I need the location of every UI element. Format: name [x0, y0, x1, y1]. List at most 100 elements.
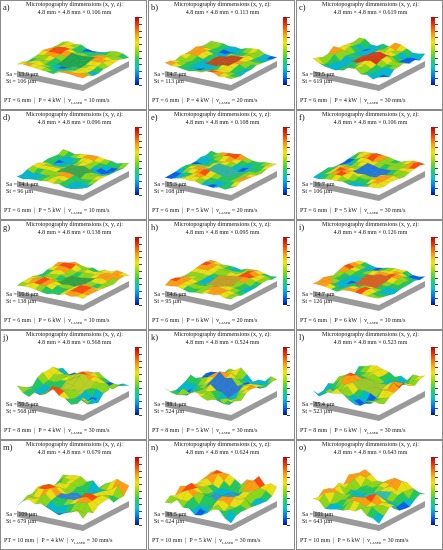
color-scale-ticks [139, 457, 145, 525]
st-value: St = 523 µm [302, 409, 333, 415]
pt-value: PT = 10 mm [300, 538, 331, 544]
power-value: P = 6 kW [186, 318, 209, 324]
panel-title: Microtopography dimmensions (x, y, z): 4… [311, 2, 430, 17]
color-scale-bar [431, 347, 435, 415]
speed-symbol: v [71, 538, 75, 544]
sa-value: Sa = 15.3 µm [154, 182, 187, 188]
sa-value: Sa = 88.1 µm [154, 402, 187, 408]
st-value: St = 108 µm [154, 189, 185, 195]
speed-subscript: LASER [71, 211, 83, 216]
speed-subscript: LASER [71, 321, 83, 326]
title-line-2: 4.8 mm × 4.8 mm × 0.619 mm [333, 9, 408, 16]
color-scale-bar [283, 17, 287, 85]
speed-value: = 30 mm/s [85, 538, 113, 544]
speed-value: = 30 mm/s [82, 428, 110, 434]
speed-symbol: v [364, 208, 368, 214]
speed-subscript: LASER [367, 321, 379, 326]
speed-subscript: LASER [367, 211, 379, 216]
pt-value: PT = 6 mm [300, 208, 328, 214]
color-scale-ticks [287, 457, 293, 525]
surface-plot [164, 259, 278, 311]
surface-panel: n) Microtopography dimmensions (x, y, z)… [148, 440, 295, 550]
power-value: P = 6 kW [334, 318, 357, 324]
sa-value: Sa = 16.7 µm [302, 182, 335, 188]
panel-label: d) [3, 112, 11, 122]
color-scale-bar [135, 457, 139, 525]
speed-subscript: LASER [74, 541, 86, 546]
sa-value: Sa = 101 µm [302, 512, 334, 518]
roughness-stats: Sa = 59.5 µm St = 619 µm [302, 72, 335, 86]
panel-label: c) [299, 2, 306, 12]
color-scale-ticks [435, 17, 441, 85]
sa-value: Sa = 85.4 µm [302, 402, 335, 408]
pt-value: PT = 6 mm [4, 98, 32, 104]
speed-symbol: v [216, 318, 220, 324]
power-value: P = 5 kW [334, 208, 357, 214]
panel-label: i) [299, 222, 305, 232]
power-value: P = 4 kW [41, 538, 64, 544]
process-parameters: PT = 6 mm | P = 5 kW | vLASER = 10 mm/s [4, 208, 110, 216]
color-scale-bar [283, 237, 287, 305]
panel-title: Microtopography dimmensions (x, y, z): 4… [15, 112, 134, 127]
surface-plot [312, 151, 426, 201]
roughness-stats: Sa = 101 µm St = 643 µm [302, 512, 333, 526]
roughness-stats: Sa = 16.8 µm St = 138 µm [6, 292, 39, 306]
color-scale-ticks [287, 237, 293, 305]
title-line-2: 4.8 mm × 4.8 mm × 0.524 mm [185, 339, 260, 346]
speed-value: = 30 mm/s [233, 538, 261, 544]
process-parameters: PT = 6 mm | P = 4 kW | vLASER = 20 mm/s [152, 98, 258, 106]
power-value: P = 6 kW [38, 318, 61, 324]
speed-symbol: v [364, 98, 368, 104]
surface-plot [312, 37, 426, 91]
color-scale-bar [135, 237, 139, 305]
speed-value: = 20 mm/s [230, 208, 258, 214]
surface-panel: b) Microtopography dimmensions (x, y, z)… [148, 0, 295, 110]
speed-value: = 20 mm/s [230, 98, 258, 104]
surface-panel: o) Microtopography dimmensions (x, y, z)… [296, 440, 443, 550]
title-line-2: 4.8 mm × 4.8 mm × 0.624 mm [185, 449, 260, 456]
st-value: St = 126 µm [302, 299, 333, 305]
title-line-1: Microtopography dimmensions (x, y, z): [174, 332, 271, 338]
surface-plot [16, 261, 130, 311]
panel-title: Microtopography dimmensions (x, y, z): 4… [311, 112, 430, 127]
title-line-2: 4.8 mm × 4.8 mm × 0.138 mm [37, 229, 112, 236]
st-value: St = 619 µm [302, 79, 333, 85]
roughness-stats: Sa = 109 µm St = 679 µm [6, 512, 37, 526]
speed-symbol: v [367, 538, 371, 544]
color-scale-bar [135, 347, 139, 415]
sa-value: Sa = 109 µm [6, 512, 38, 518]
pt-value: PT = 8 mm [152, 428, 180, 434]
st-value: St = 106 µm [6, 79, 37, 85]
speed-symbol: v [219, 538, 223, 544]
title-line-2: 4.8 mm × 4.8 mm × 0.679 mm [37, 449, 112, 456]
color-scale-ticks [139, 347, 145, 415]
title-line-1: Microtopography dimmensions (x, y, z): [26, 112, 123, 118]
st-value: St = 624 µm [154, 519, 185, 525]
roughness-stats: Sa = 88.5 µm St = 624 µm [154, 512, 187, 526]
roughness-stats: Sa = 14.6 µm St = 95 µm [154, 292, 187, 306]
panel-label: m) [3, 442, 13, 452]
process-parameters: PT = 6 mm | P = 6 kW | vLASER = 20 mm/s [152, 318, 258, 326]
speed-value: = 30 mm/s [230, 428, 258, 434]
process-parameters: PT = 6 mm | P = 5 kW | vLASER = 30 mm/s [300, 208, 406, 216]
power-value: P = 6 kW [337, 538, 360, 544]
panel-label: n) [151, 442, 159, 452]
roughness-stats: Sa = 16.7 µm St = 106 µm [302, 182, 335, 196]
process-parameters: PT = 10 mm | P = 5 kW | vLASER = 30 mm/s [152, 538, 261, 546]
speed-subscript: LASER [219, 321, 231, 326]
surface-panel: h) Microtopography dimmensions (x, y, z)… [148, 220, 295, 330]
color-scale-ticks [287, 347, 293, 415]
st-value: St = 113 µm [154, 79, 184, 85]
surface-panel: i) Microtopography dimmensions (x, y, z)… [296, 220, 443, 330]
surface-plot [164, 40, 278, 91]
color-scale-bar [135, 127, 139, 195]
speed-symbol: v [364, 318, 368, 324]
process-parameters: PT = 6 mm | P = 4 kW | vLASER = 10 mm/s [4, 98, 110, 106]
roughness-stats: Sa = 15.3 µm St = 108 µm [154, 182, 187, 196]
speed-value: = 30 mm/s [381, 538, 409, 544]
color-scale-bar [283, 127, 287, 195]
sa-value: Sa = 50.5 µm [6, 402, 39, 408]
surface-plot [16, 148, 130, 201]
power-value: P = 5 kW [186, 428, 209, 434]
